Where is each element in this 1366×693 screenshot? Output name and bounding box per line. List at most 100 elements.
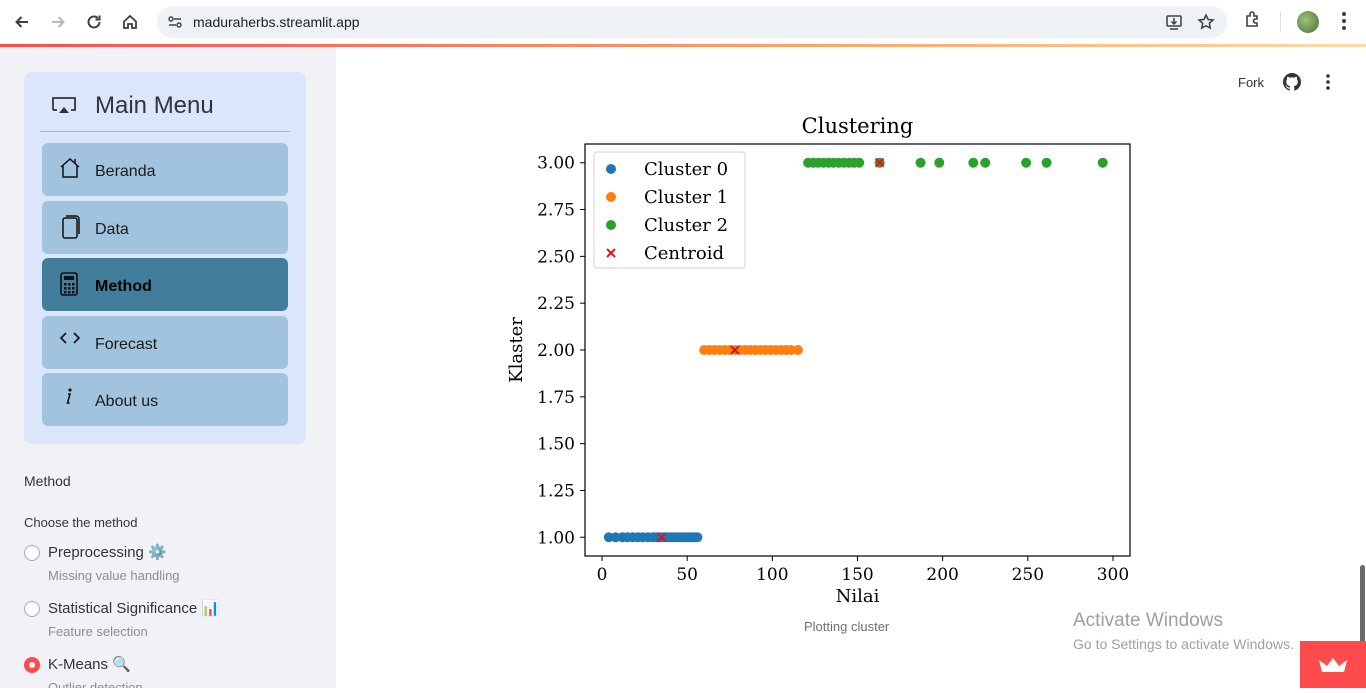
radio-button[interactable] <box>24 545 40 561</box>
x-axis-label: Nilai <box>836 586 880 607</box>
calculator-icon <box>58 271 80 302</box>
radio-option-label[interactable]: Statistical Significance 📊 <box>48 600 221 617</box>
x-tick-label: 50 <box>676 565 698 585</box>
centroid-marker <box>730 345 740 355</box>
y-tick-label: 1.00 <box>537 528 575 548</box>
crown-icon <box>1319 658 1347 672</box>
reload-icon[interactable] <box>82 10 106 34</box>
activate-windows-subtitle: Go to Settings to activate Windows. <box>1073 636 1294 652</box>
x-tick-label: 300 <box>1097 565 1129 585</box>
legend-label: Cluster 2 <box>644 215 728 236</box>
menu-item-about-us[interactable]: About us <box>42 373 288 426</box>
chart-caption: Plotting cluster <box>804 619 890 634</box>
data-point <box>692 532 703 543</box>
data-point <box>934 157 945 168</box>
x-tick-label: 200 <box>926 565 958 585</box>
data-point <box>792 345 803 355</box>
legend-marker <box>606 192 616 202</box>
github-icon[interactable] <box>1283 73 1302 96</box>
menu-item-label: Data <box>95 221 129 238</box>
menu-item-label: About us <box>95 393 159 410</box>
y-tick-label: 2.00 <box>537 341 575 361</box>
browser-menu-icon[interactable] <box>1334 10 1354 37</box>
profile-avatar[interactable] <box>1297 11 1319 33</box>
url-text[interactable]: maduraherbs.streamlit.app <box>193 14 360 30</box>
y-axis-label: Klaster <box>506 317 527 383</box>
radio-option-label[interactable]: Preprocessing ⚙️ <box>48 544 167 561</box>
extensions-puzzle-icon[interactable] <box>1243 10 1263 35</box>
home-icon[interactable] <box>118 10 142 34</box>
y-tick-label: 2.75 <box>537 201 575 221</box>
install-app-icon[interactable] <box>1165 13 1183 36</box>
clustering-chart: Clustering 0 50 100 150 200 250 300 1.00 1.25 1.50… <box>496 107 1146 607</box>
y-tick-label: 1.50 <box>537 435 575 455</box>
sidebar: Main Menu Beranda Data Method Forecast <box>0 47 336 688</box>
house-icon <box>58 156 82 185</box>
method-section-label: Method <box>24 473 71 489</box>
files-icon <box>58 214 82 245</box>
code-icon <box>58 329 82 354</box>
y-tick-label: 1.75 <box>537 388 575 408</box>
menu-item-label: Forecast <box>95 336 158 353</box>
y-tick-label: 1.25 <box>537 481 575 501</box>
legend-label: Cluster 1 <box>644 187 728 208</box>
forward-icon[interactable] <box>46 10 70 34</box>
bookmark-star-icon[interactable] <box>1197 13 1215 36</box>
activate-windows-title: Activate Windows <box>1073 610 1223 631</box>
menu-item-forecast[interactable]: Forecast <box>42 316 288 369</box>
menu-item-data[interactable]: Data <box>42 201 288 254</box>
radio-button[interactable] <box>24 601 40 617</box>
app-menu-icon[interactable] <box>1320 73 1336 96</box>
cast-display-icon <box>50 94 78 121</box>
main-content: Fork Clustering 0 50 100 150 200 250 300 1.00 1.2… <box>336 47 1366 688</box>
menu-item-label: Beranda <box>95 163 156 180</box>
menu-item-beranda[interactable]: Beranda <box>42 143 288 196</box>
menu-item-method[interactable]: Method <box>42 258 288 311</box>
choose-method-label: Choose the method <box>24 515 138 530</box>
plot-frame <box>584 143 1131 557</box>
x-tick-label: 100 <box>756 565 788 585</box>
site-info-icon[interactable] <box>167 14 183 35</box>
centroid-marker <box>874 158 885 168</box>
menu-item-label: Method <box>95 278 152 295</box>
data-point <box>1041 157 1052 168</box>
back-icon[interactable] <box>10 10 34 34</box>
info-icon <box>58 386 78 413</box>
address-bar[interactable]: maduraherbs.streamlit.app <box>157 6 1227 38</box>
menu-divider <box>40 131 290 132</box>
data-point <box>915 157 926 168</box>
y-tick-label: 2.25 <box>537 294 575 314</box>
legend-label: Centroid <box>644 243 724 264</box>
legend-marker <box>606 220 616 230</box>
legend-box <box>593 151 746 269</box>
x-tick-label: 0 <box>597 565 608 585</box>
radio-option-caption: Missing value handling <box>48 568 180 583</box>
legend-marker <box>606 248 616 258</box>
data-point <box>1021 157 1032 168</box>
main-menu: Main Menu Beranda Data Method Forecast <box>24 72 306 444</box>
x-tick-label: 150 <box>841 565 873 585</box>
radio-option-label[interactable]: K-Means 🔍 <box>48 656 131 673</box>
radio-button-selected[interactable] <box>24 657 40 673</box>
radio-option-caption: Feature selection <box>48 624 148 639</box>
scrollbar-thumb[interactable] <box>1360 565 1365 645</box>
y-tick-label: 3.00 <box>537 154 575 174</box>
toolbar-separator <box>1280 12 1281 32</box>
data-point <box>980 157 991 168</box>
streamlit-badge[interactable] <box>1300 641 1366 688</box>
legend-marker <box>606 164 616 174</box>
data-point <box>968 157 979 168</box>
centroid-marker <box>656 532 667 542</box>
legend-label: Cluster 0 <box>644 159 728 180</box>
fork-button[interactable]: Fork <box>1238 75 1264 90</box>
data-point <box>1097 157 1108 168</box>
browser-toolbar: maduraherbs.streamlit.app <box>0 0 1366 47</box>
radio-option-caption: Outlier detection <box>48 680 143 688</box>
x-tick-label: 250 <box>1012 565 1044 585</box>
chart-title: Clustering <box>802 114 914 138</box>
chart-canvas: Clustering 0 50 100 150 200 250 300 1.00 1.25 1.50… <box>506 114 1131 607</box>
menu-title: Main Menu <box>95 92 214 119</box>
y-tick-label: 2.50 <box>537 247 575 267</box>
data-point <box>854 157 865 168</box>
streamlit-accent-bar <box>0 44 1366 47</box>
